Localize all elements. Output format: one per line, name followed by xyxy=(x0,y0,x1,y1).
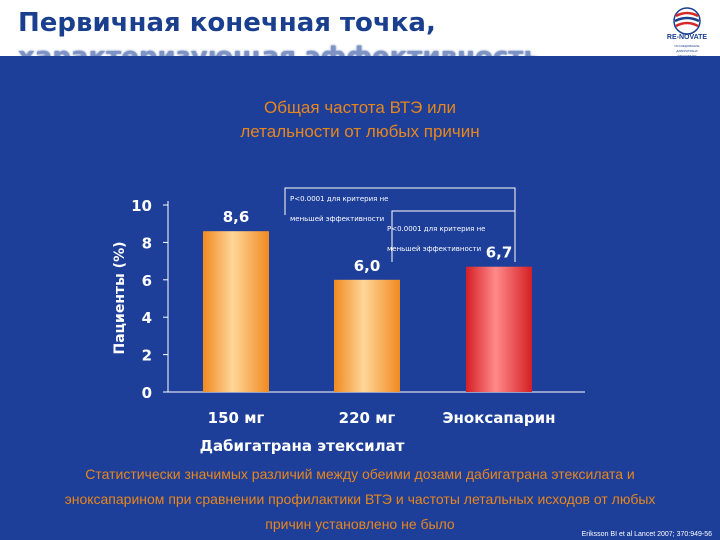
bar-value-label: 6,7 xyxy=(486,244,513,262)
category-label: Эноксапарин xyxy=(443,409,556,427)
group-label: Дабигатрана этексилат xyxy=(200,437,405,455)
category-label: 150 мг xyxy=(208,409,265,427)
y-tick-label: 4 xyxy=(142,309,152,327)
blue-band xyxy=(0,56,660,540)
significance-bracket-220 xyxy=(391,210,515,262)
y-axis-title: Пациенты (%) xyxy=(112,242,128,355)
bar-dabigatran-220 xyxy=(334,279,400,392)
logo-small-line: ДАБИГАТРАНА xyxy=(676,49,698,53)
y-tick-label: 0 xyxy=(142,384,152,402)
significance-bracket-150 xyxy=(284,187,516,262)
y-tick-label: 8 xyxy=(142,234,152,252)
title-line-1: Первичная конечная точка, xyxy=(18,8,436,38)
annotation-text-220: P<0.0001 для критерия не xyxy=(387,225,485,233)
annotation-text-150: P<0.0001 для критерия не xyxy=(290,195,388,203)
annotation-text-220: меньшей эффективности xyxy=(387,245,481,253)
annotation-text-150: меньшей эффективности xyxy=(290,215,384,223)
bar-value-label: 8,6 xyxy=(223,208,250,226)
category-label: 220 мг xyxy=(339,409,396,427)
logo-small-line: ИССЛЕДОВАНИЕ xyxy=(674,44,700,48)
blue-band-side xyxy=(660,56,720,540)
bar-enoxaparin xyxy=(466,266,532,392)
logo-brand-text: RE-NOVATE xyxy=(666,34,708,41)
conclusion-text: Статистически значимых различий между об… xyxy=(64,466,656,532)
y-tick-label: 2 xyxy=(142,347,152,365)
citation: Eriksson BI et al Lancet 2007; 370:949-5… xyxy=(581,531,712,538)
bar-value-label: 6,0 xyxy=(354,257,381,275)
chart-subtitle: Общая частота ВТЭ или летальности от люб… xyxy=(240,98,480,141)
bar-dabigatran-150 xyxy=(203,231,269,392)
y-tick-label: 6 xyxy=(142,272,152,290)
globe-icon xyxy=(673,7,701,35)
y-tick-label: 10 xyxy=(131,197,152,215)
